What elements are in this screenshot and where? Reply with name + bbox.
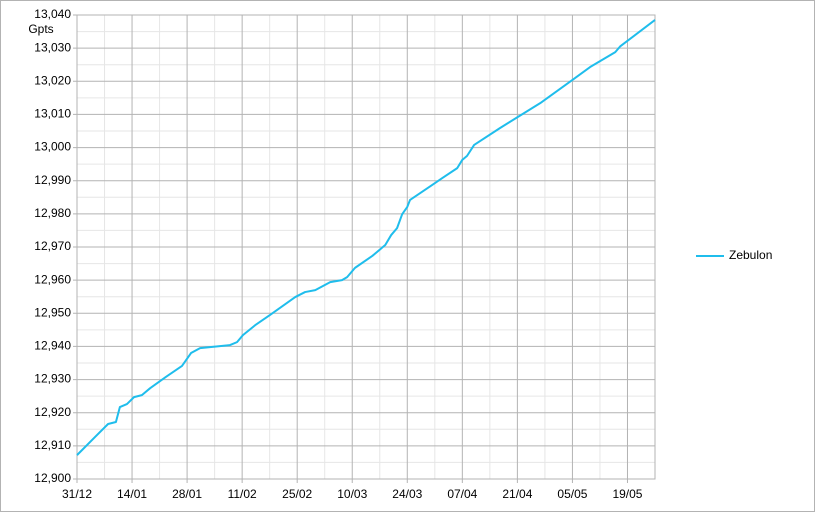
x-tick-label: 05/05 bbox=[557, 487, 587, 501]
y-tick-label: 12,990 bbox=[34, 173, 71, 187]
plot-frame bbox=[76, 14, 656, 480]
y-tick-label: 12,960 bbox=[34, 272, 71, 286]
y-tick-label: 13,040 bbox=[34, 7, 71, 21]
x-tick-label: 25/02 bbox=[282, 487, 312, 501]
y-tick-label: 12,920 bbox=[34, 405, 71, 419]
x-tick-label: 21/04 bbox=[502, 487, 532, 501]
x-tick-label: 10/03 bbox=[337, 487, 367, 501]
y-tick-label: 12,940 bbox=[34, 339, 71, 353]
y-axis-label: Gpts bbox=[28, 22, 53, 36]
legend-label: Zebulon bbox=[729, 248, 772, 262]
y-tick-label: 12,980 bbox=[34, 206, 71, 220]
x-tick-label: 14/01 bbox=[117, 487, 147, 501]
y-tick-label: 13,030 bbox=[34, 40, 71, 54]
x-tick-label: 24/03 bbox=[392, 487, 422, 501]
y-tick-label: 12,930 bbox=[34, 372, 71, 386]
y-tick-label: 13,000 bbox=[34, 140, 71, 154]
x-tick-label: 07/04 bbox=[447, 487, 477, 501]
x-tick-label: 11/02 bbox=[228, 487, 257, 501]
y-tick-label: 12,900 bbox=[34, 471, 71, 485]
x-tick-label: 28/01 bbox=[172, 487, 202, 501]
data-line bbox=[76, 19, 656, 456]
y-tick-label: 13,020 bbox=[34, 73, 71, 87]
y-tick-label: 13,010 bbox=[34, 107, 71, 121]
y-tick-label: 12,970 bbox=[34, 239, 71, 253]
x-tick-label: 31/12 bbox=[62, 487, 92, 501]
y-tick-label: 12,910 bbox=[34, 438, 71, 452]
y-tick-label: 12,950 bbox=[34, 305, 71, 319]
x-tick-label: 19/05 bbox=[612, 487, 642, 501]
